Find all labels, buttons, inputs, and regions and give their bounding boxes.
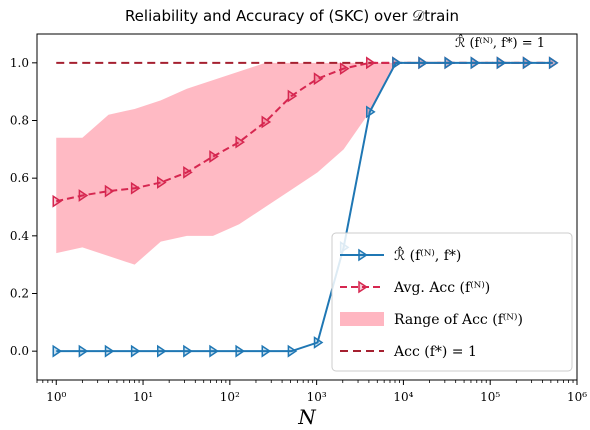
- avg-accuracy-point: [78, 189, 89, 202]
- reliability-point: [444, 56, 455, 70]
- x-tick-label: 10⁵: [480, 390, 500, 404]
- legend: ℛ̂ (f⁽ᴺ⁾, f*) Avg. Acc (f⁽ᴺ⁾) Range of Acc…: [331, 232, 573, 372]
- legend-label: Acc (f*) = 1: [393, 344, 477, 360]
- reliability-point: [418, 56, 428, 70]
- x-tick-label: 10¹: [133, 390, 153, 404]
- legend-marker: [358, 280, 368, 294]
- legend-label: Range of Acc (f⁽ᴺ⁾): [394, 312, 523, 328]
- y-tick-label: 0.0: [10, 344, 29, 358]
- y-tick-label: 0.4: [10, 229, 29, 243]
- chart-title: Reliability and Accuracy of (SKC) over 𝒟…: [125, 7, 459, 25]
- avg-accuracy-point: [104, 184, 115, 198]
- avg-accuracy-point: [209, 150, 219, 163]
- avg-accuracy-point: [235, 135, 245, 149]
- accuracy-range-band: [56, 62, 553, 265]
- avg-accuracy-point: [183, 165, 193, 179]
- legend-marker: [358, 248, 368, 262]
- y-tick-label: 0.6: [10, 171, 29, 185]
- x-axis-ticks: 10⁰ 10¹ 10² 10³ 10⁴ 10⁵ 10⁶: [36, 380, 587, 404]
- reliability-point: [209, 344, 219, 358]
- reliability-point: [183, 344, 193, 358]
- avg-accuracy-point: [366, 56, 376, 70]
- reliability-point: [261, 344, 272, 358]
- y-tick-label: 0.8: [10, 114, 29, 128]
- x-axis-label: N: [297, 405, 317, 429]
- reliability-point: [496, 56, 507, 70]
- legend-label: ℛ̂ (f⁽ᴺ⁾, f*): [394, 246, 461, 264]
- reliability-point: [52, 344, 63, 358]
- x-tick-label: 10³: [307, 390, 327, 404]
- reliability-point: [392, 56, 402, 70]
- reliability-point: [548, 56, 559, 70]
- avg-accuracy-point: [339, 62, 350, 76]
- reliability-point: [235, 344, 245, 358]
- accuracy-range-band-layer: [56, 62, 553, 265]
- reliability-point: [522, 56, 533, 70]
- series-layer: [52, 56, 559, 358]
- reliability-annotation: ℛ̂ (f⁽ᴺ⁾, f*) = 1: [455, 35, 545, 51]
- legend-box: [331, 232, 573, 372]
- y-tick-label: 1.0: [10, 56, 29, 70]
- reliability-point: [287, 344, 298, 358]
- legend-band-swatch: [340, 312, 384, 326]
- avg-accuracy-point: [287, 89, 298, 103]
- avg-accuracy-point: [313, 72, 324, 86]
- y-axis-ticks: 0.0 0.2 0.4 0.6 0.8 1.0: [10, 56, 37, 358]
- plot-frame: [36, 33, 578, 381]
- legend-label: Avg. Acc (f⁽ᴺ⁾): [393, 280, 490, 296]
- reliability-point: [157, 344, 167, 358]
- avg-accuracy-point: [52, 194, 63, 208]
- reliability-point: [104, 344, 115, 358]
- avg-accuracy-point: [261, 115, 272, 129]
- avg-accuracy-point: [130, 181, 141, 195]
- avg-accuracy-point: [157, 176, 167, 189]
- y-tick-label: 0.2: [10, 287, 29, 301]
- x-tick-label: 10⁴: [393, 390, 413, 404]
- reliability-point: [313, 336, 324, 349]
- reliability-point: [366, 105, 376, 119]
- x-tick-label: 10⁰: [46, 390, 66, 404]
- reliability-point: [130, 344, 141, 358]
- x-tick-label: 10⁶: [567, 390, 587, 404]
- reliability-point: [78, 344, 89, 358]
- x-tick-label: 10²: [220, 390, 240, 404]
- reliability-point: [470, 56, 481, 70]
